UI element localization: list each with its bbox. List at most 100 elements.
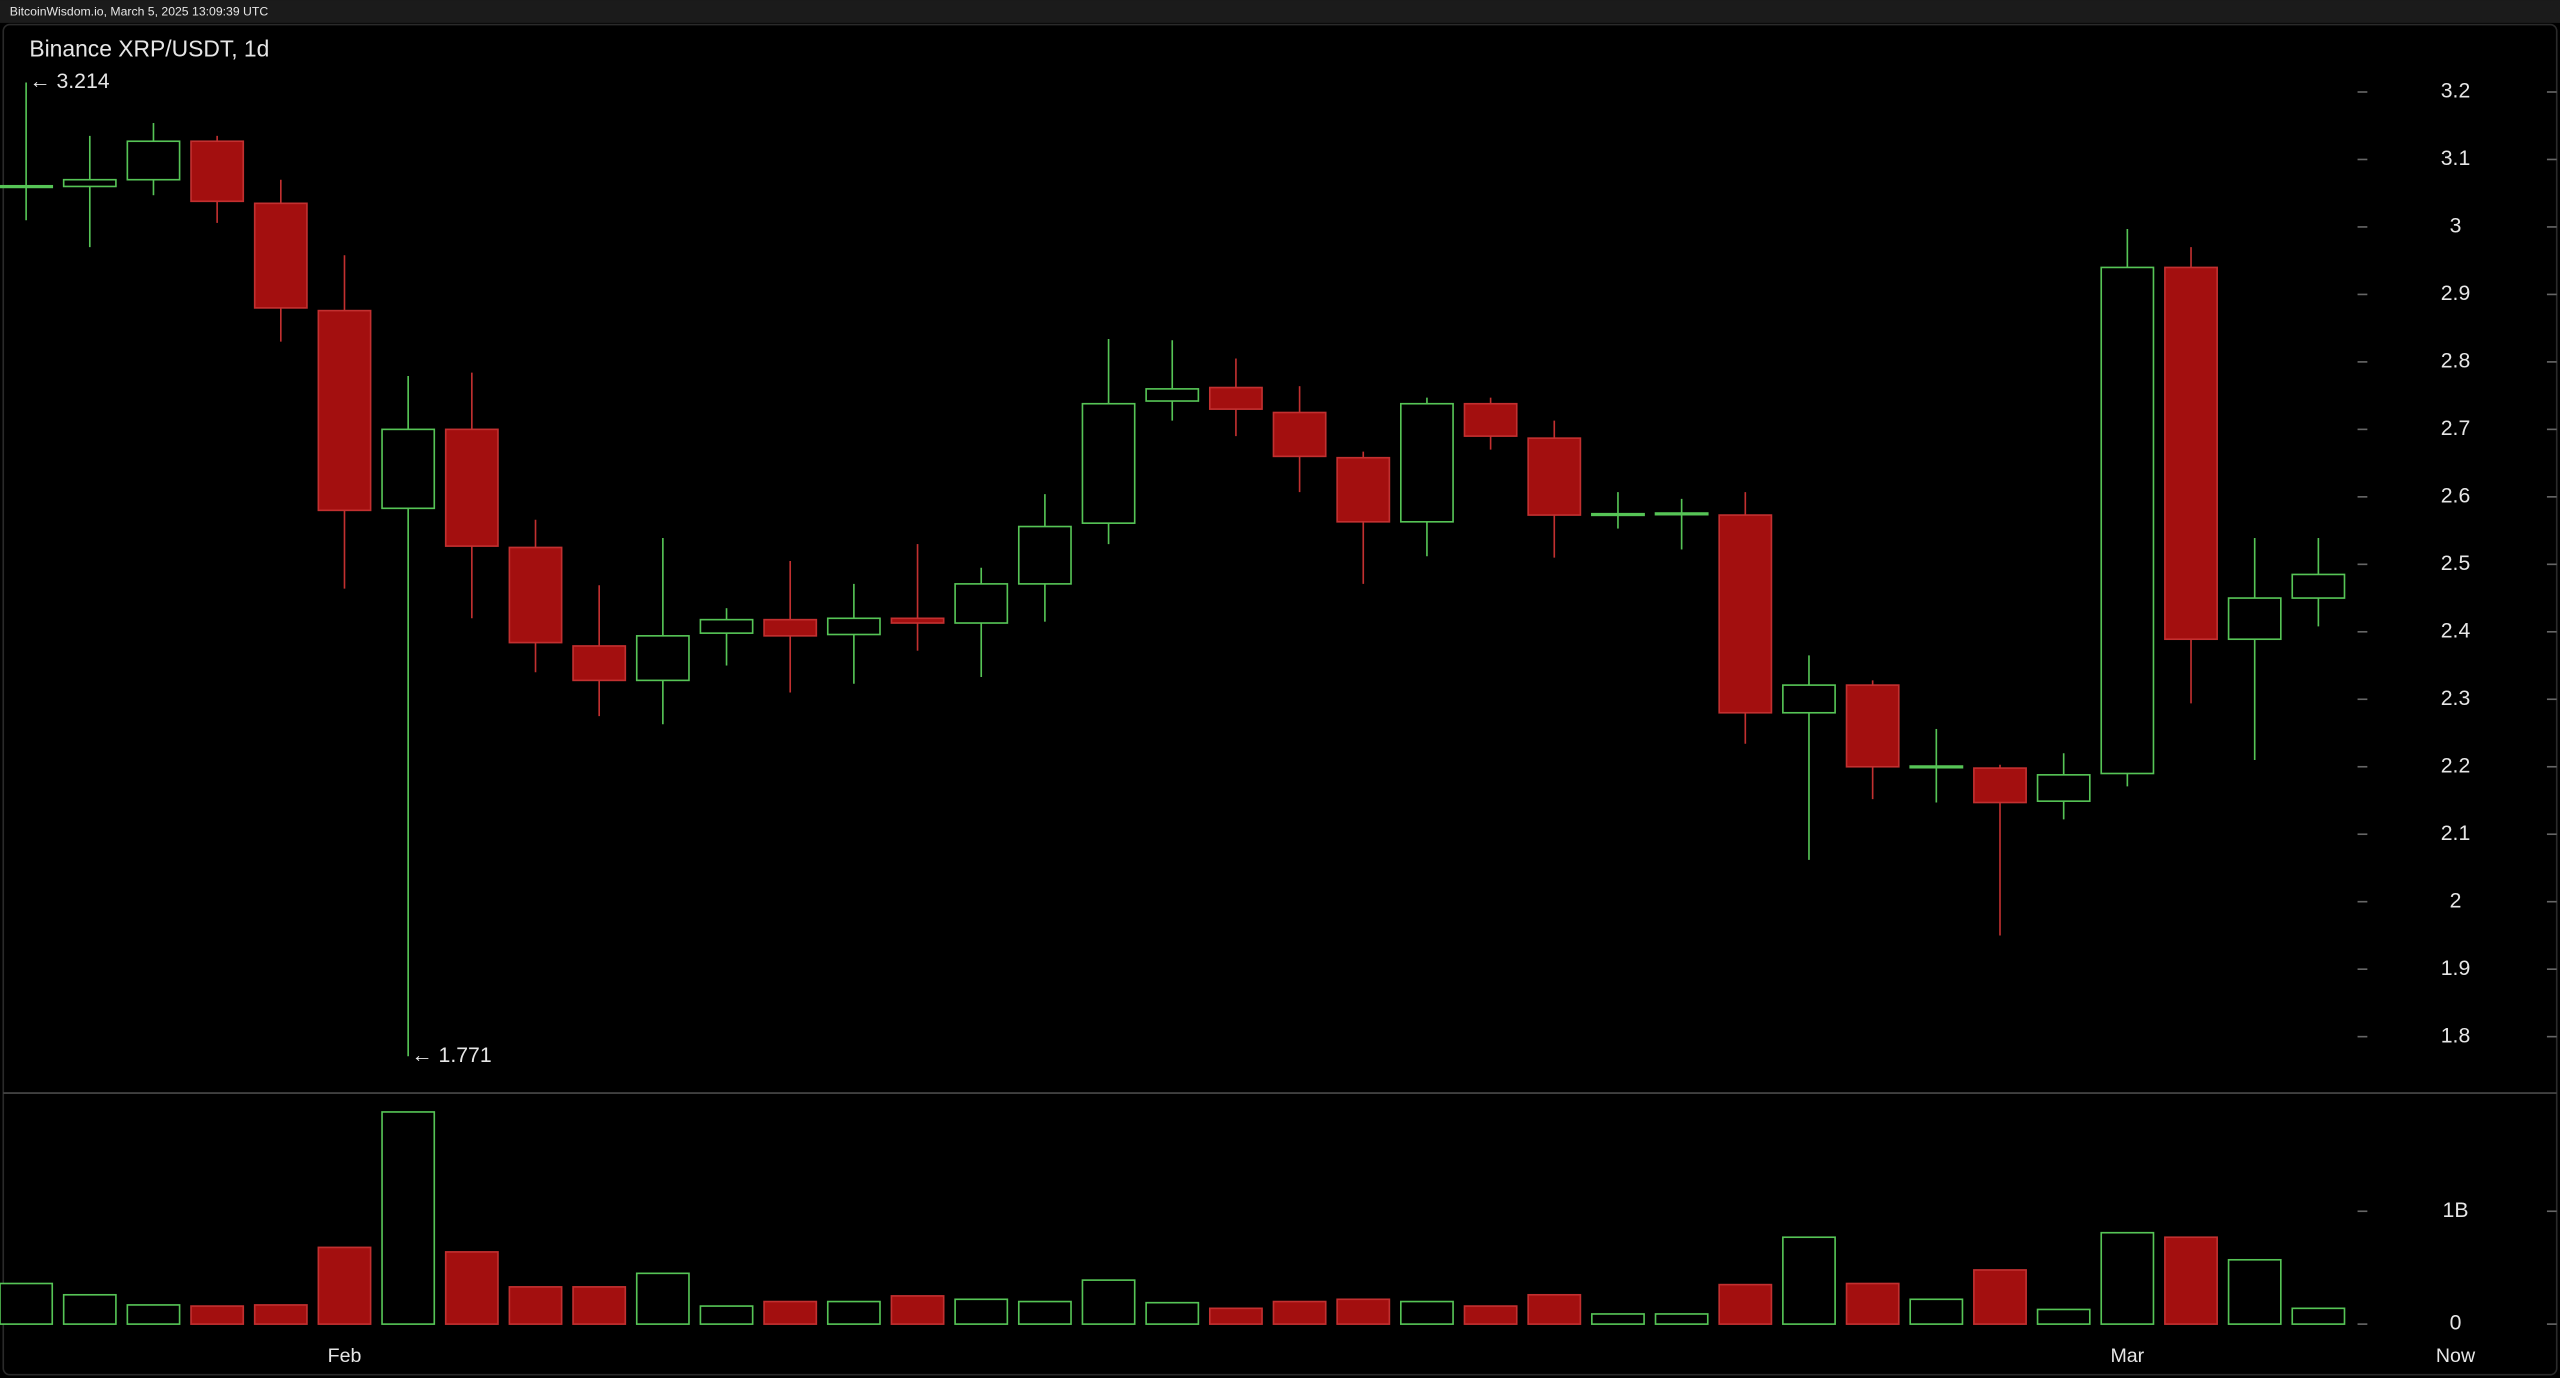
candle-body <box>1527 437 1582 516</box>
now-label: Now <box>2436 1345 2476 1367</box>
volume-bar <box>1973 1269 2027 1325</box>
y2-tick-label: 1B <box>2443 1199 2469 1222</box>
volume-bar <box>826 1300 881 1325</box>
x-tick-label: Feb <box>328 1345 362 1367</box>
candle-body <box>1208 386 1263 410</box>
volume-bar <box>2036 1308 2091 1325</box>
header-text: BitcoinWisdom.io, March 5, 2025 13:09:39… <box>10 4 269 18</box>
candle-body <box>62 178 117 188</box>
candle-body <box>1845 684 1900 768</box>
volume-bar <box>190 1305 245 1325</box>
volume-bar <box>1145 1301 1200 1325</box>
candle-body <box>253 202 308 309</box>
volume-bar <box>1654 1313 1709 1325</box>
volume-bar <box>444 1251 499 1325</box>
y-tick-label: 3.2 <box>2441 80 2471 103</box>
volume-bar <box>62 1293 117 1325</box>
candle-body <box>2036 774 2091 802</box>
candle-body <box>2291 573 2346 599</box>
candle-body <box>2164 266 2218 641</box>
y-tick-label: 2.2 <box>2441 754 2471 777</box>
candle-body <box>190 140 245 203</box>
candle-body <box>635 635 690 682</box>
candle-body <box>1272 411 1327 458</box>
volume-bar <box>508 1286 563 1325</box>
y-tick-label: 1.8 <box>2441 1024 2471 1047</box>
y-tick-label: 2.7 <box>2441 417 2471 440</box>
y-tick-label: 3.1 <box>2441 147 2471 170</box>
volume-bar <box>1336 1298 1391 1325</box>
volume-bar <box>699 1305 754 1325</box>
candle-body <box>1909 765 1964 769</box>
volume-bar <box>1081 1279 1136 1325</box>
candle-body <box>508 546 563 644</box>
y-tick-label: 2.4 <box>2441 619 2471 642</box>
candle-body <box>890 617 945 624</box>
y-tick-label: 2.3 <box>2441 687 2471 710</box>
candle-body <box>444 428 499 547</box>
candle-body <box>1718 514 1773 714</box>
volume-bar <box>317 1246 372 1325</box>
candle-body <box>1973 767 2027 804</box>
candle-body <box>1591 512 1645 517</box>
x-tick-label: Mar <box>2110 1345 2144 1367</box>
candle-body <box>954 583 1009 624</box>
candle-body <box>381 428 436 510</box>
volume-bar <box>2100 1231 2155 1325</box>
candle-body <box>1081 402 1136 524</box>
y-tick-label: 2.1 <box>2441 822 2471 845</box>
y-tick-label: 2.5 <box>2441 552 2471 575</box>
candle-body <box>2100 266 2155 775</box>
y-tick-label: 2.9 <box>2441 282 2471 305</box>
volume-bar <box>126 1304 181 1325</box>
candle-body <box>763 618 818 637</box>
volume-bar <box>2291 1307 2346 1325</box>
volume-bar <box>1591 1313 1645 1325</box>
volume-bar <box>1208 1307 1263 1325</box>
candle-body <box>1400 402 1454 523</box>
volume-bar <box>763 1300 818 1325</box>
candle-body <box>1145 388 1200 402</box>
volume-bar <box>572 1286 627 1325</box>
volume-bar <box>1400 1300 1454 1325</box>
candle-body <box>2227 597 2282 641</box>
volume-bar <box>1782 1236 1836 1325</box>
candle-body <box>317 309 372 512</box>
y-tick-label: 2.6 <box>2441 484 2471 507</box>
volume-bar <box>635 1272 690 1325</box>
candle-body <box>1782 684 1836 714</box>
top-bar <box>0 0 2560 23</box>
volume-bar <box>1272 1300 1327 1325</box>
candle-body <box>1463 402 1518 437</box>
volume-bar <box>1909 1298 1964 1325</box>
candle-body <box>572 645 627 682</box>
y-tick-label: 2 <box>2450 889 2462 912</box>
volume-bar <box>890 1295 945 1325</box>
high-annotation: ← 3.214 <box>29 70 109 93</box>
y-tick-label: 3 <box>2450 215 2462 238</box>
volume-bar <box>1718 1283 1773 1325</box>
low-annotation: ← 1.771 <box>411 1044 491 1067</box>
volume-bar <box>954 1298 1009 1325</box>
volume-bar <box>253 1304 308 1325</box>
candle-body <box>1017 525 1072 585</box>
y-tick-label: 1.9 <box>2441 957 2471 980</box>
volume-bar <box>1017 1300 1072 1325</box>
volume-bar <box>1463 1305 1518 1325</box>
y-tick-label: 2.8 <box>2441 350 2471 373</box>
y2-tick-label: 0 <box>2450 1312 2462 1335</box>
candle-body <box>699 618 754 634</box>
candle-body <box>1336 456 1391 523</box>
chart-title: Binance XRP/USDT, 1d <box>29 36 269 62</box>
volume-bar <box>1845 1282 1900 1325</box>
volume-bar <box>381 1111 436 1325</box>
candle-body <box>1654 512 1709 516</box>
candle-body <box>826 617 881 636</box>
candle-body <box>126 140 181 181</box>
volume-bar <box>2227 1258 2282 1325</box>
volume-bar <box>1527 1293 1582 1325</box>
volume-bar <box>0 1282 54 1325</box>
volume-bar <box>2164 1236 2218 1325</box>
